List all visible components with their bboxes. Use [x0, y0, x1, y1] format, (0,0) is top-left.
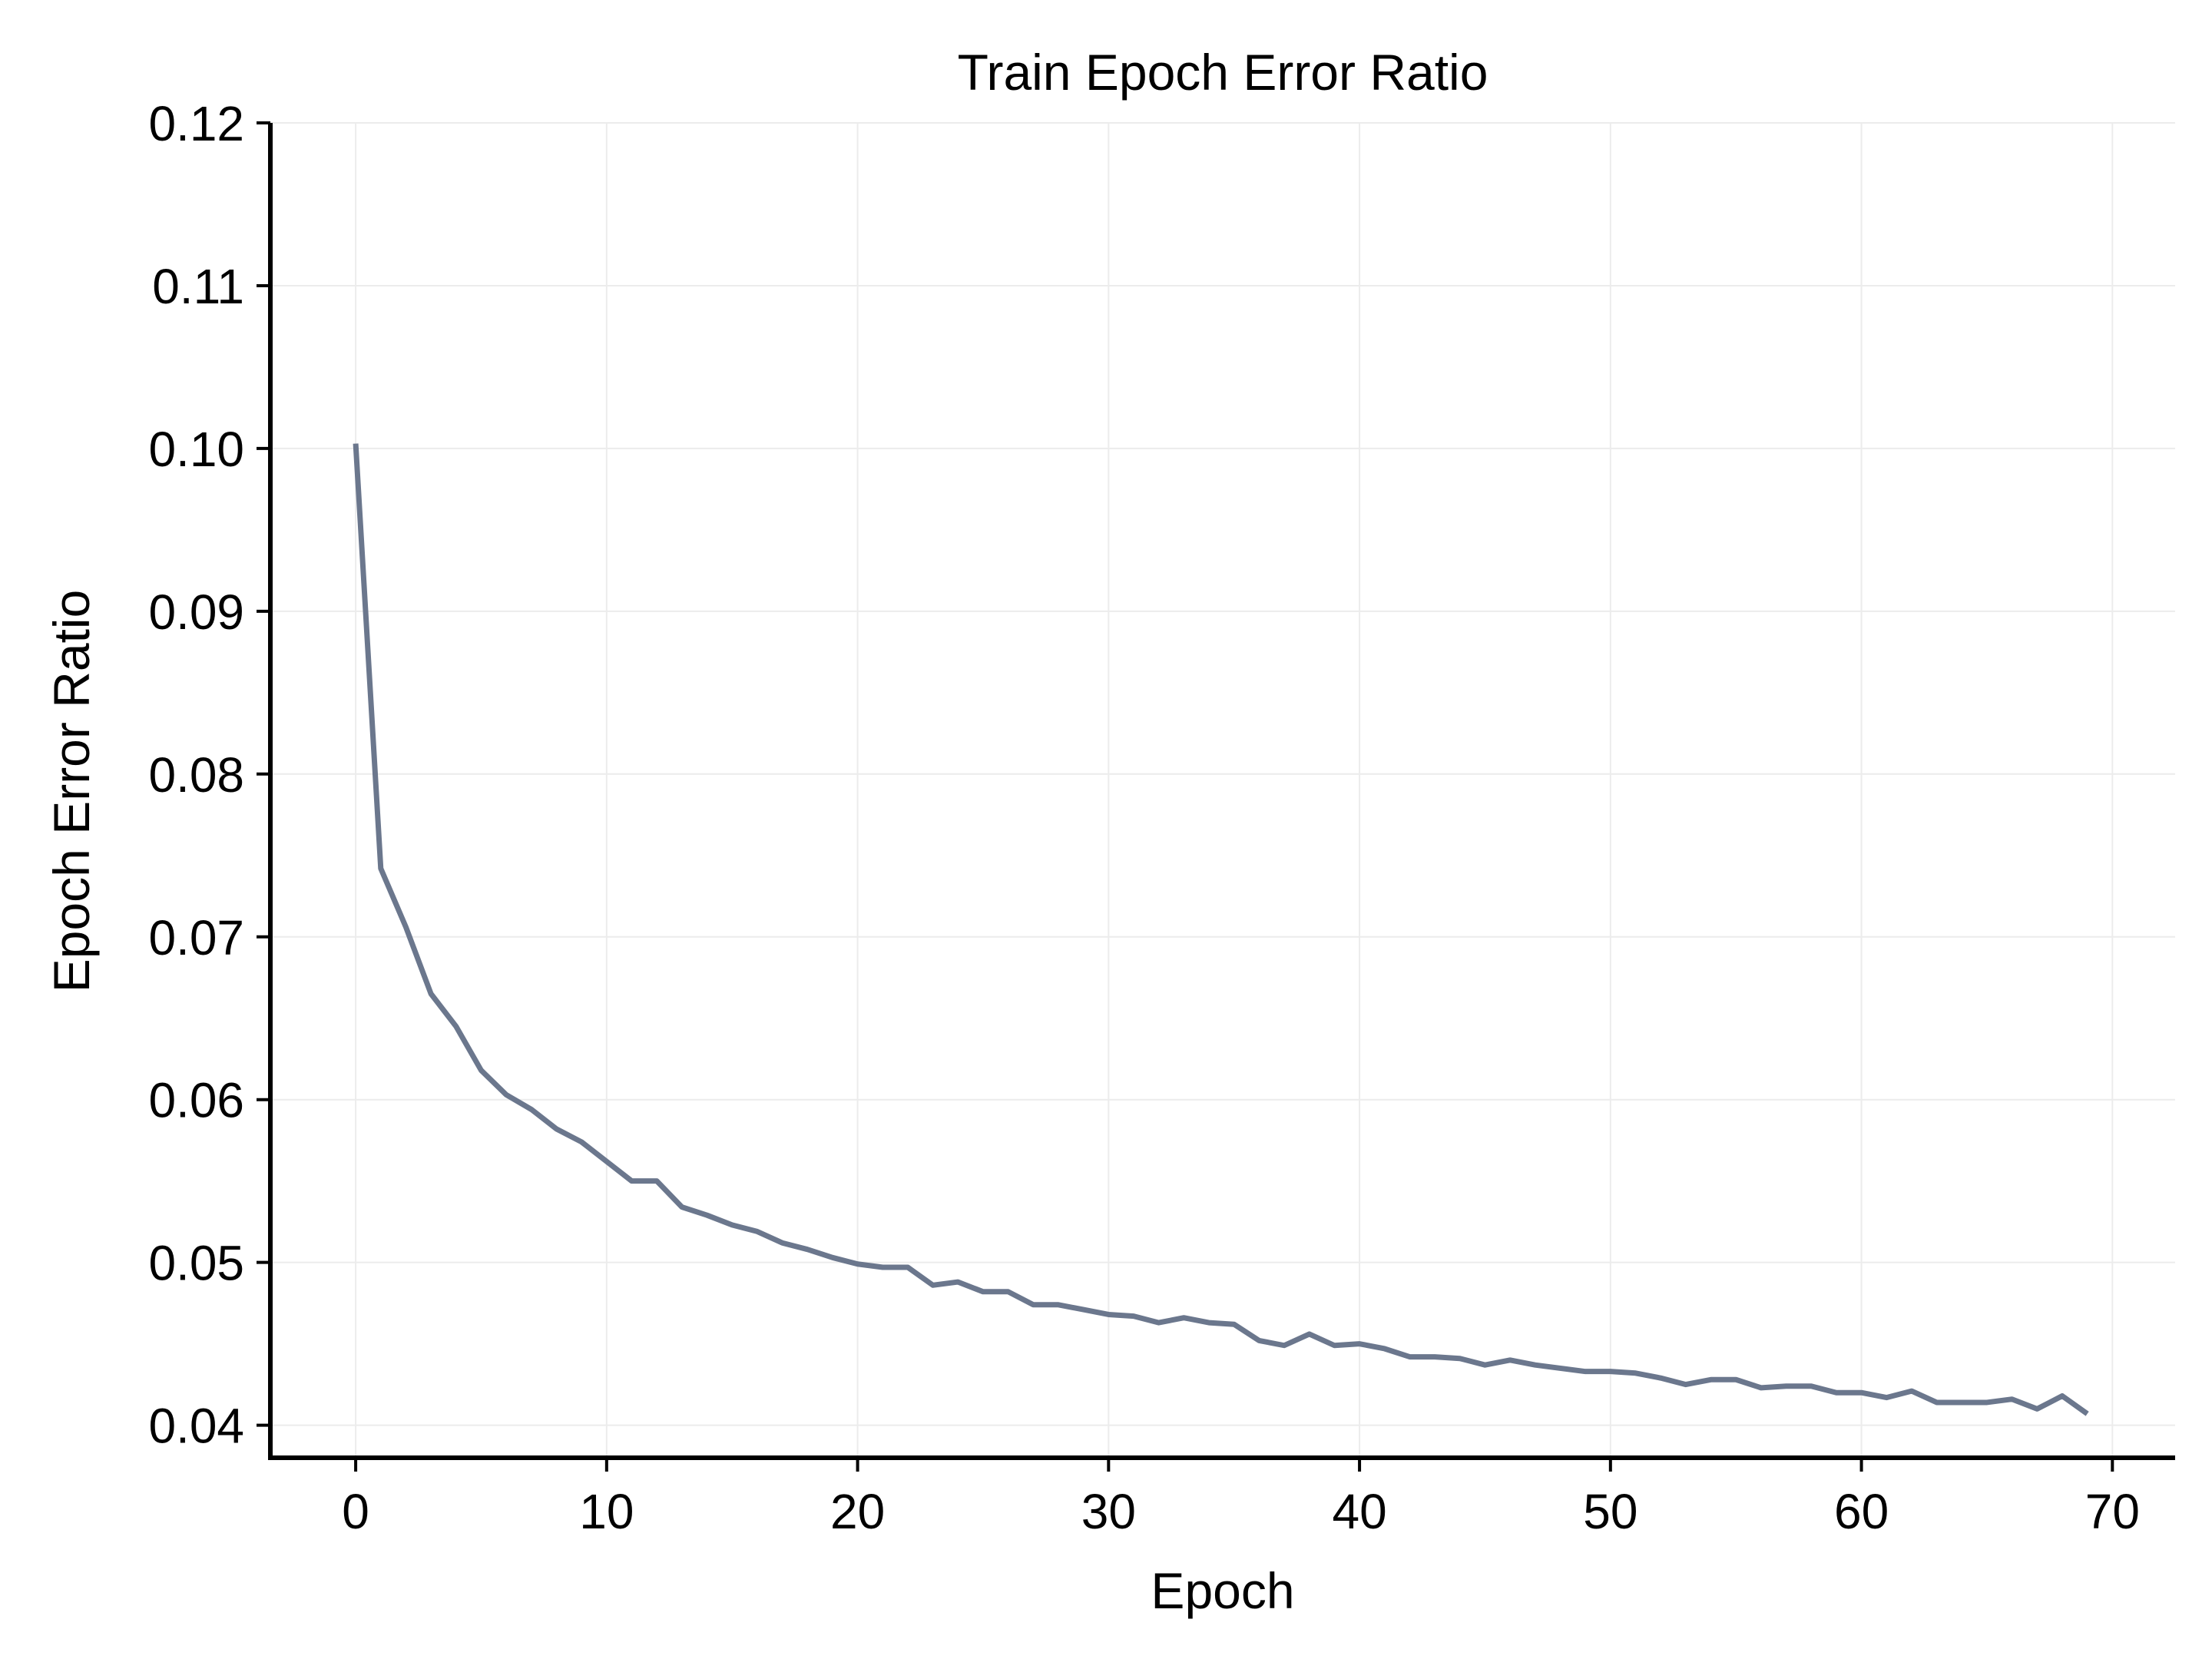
- y-tick-label-8: 0.12: [148, 96, 244, 151]
- x-tick-label-7: 70: [2085, 1484, 2140, 1539]
- y-tick-label-4: 0.08: [148, 747, 244, 803]
- y-tick-label-5: 0.09: [148, 584, 244, 640]
- x-tick-label-6: 60: [1834, 1484, 1889, 1539]
- y-tick-label-7: 0.11: [152, 259, 244, 314]
- x-tick-label-0: 0: [342, 1484, 369, 1539]
- y-tick-label-2: 0.06: [148, 1073, 244, 1128]
- y-tick-label-3: 0.07: [148, 910, 244, 965]
- series-line-0: [353, 443, 2089, 1416]
- series-layer: [353, 443, 2089, 1416]
- x-tick-label-4: 40: [1332, 1484, 1386, 1539]
- x-tick-label-1: 10: [579, 1484, 634, 1539]
- y-axis-label: Epoch Error Ratio: [43, 590, 100, 993]
- x-tick-label-3: 30: [1081, 1484, 1136, 1539]
- chart-title: Train Epoch Error Ratio: [958, 44, 1488, 101]
- x-axis-label: Epoch: [1151, 1562, 1294, 1619]
- axes: [268, 123, 2175, 1460]
- x-tick-label-5: 50: [1583, 1484, 1637, 1539]
- y-tick-label-1: 0.05: [148, 1236, 244, 1291]
- y-tick-label-0: 0.04: [148, 1399, 244, 1454]
- grid-lines: [270, 122, 2175, 1458]
- y-tick-label-6: 0.10: [148, 422, 244, 477]
- ticks: 0 10 20 30 40 50 60 70 0.04 0.05 0.06 0.07 0.08 0.09 0…: [148, 96, 2139, 1539]
- x-tick-label-2: 20: [830, 1484, 885, 1539]
